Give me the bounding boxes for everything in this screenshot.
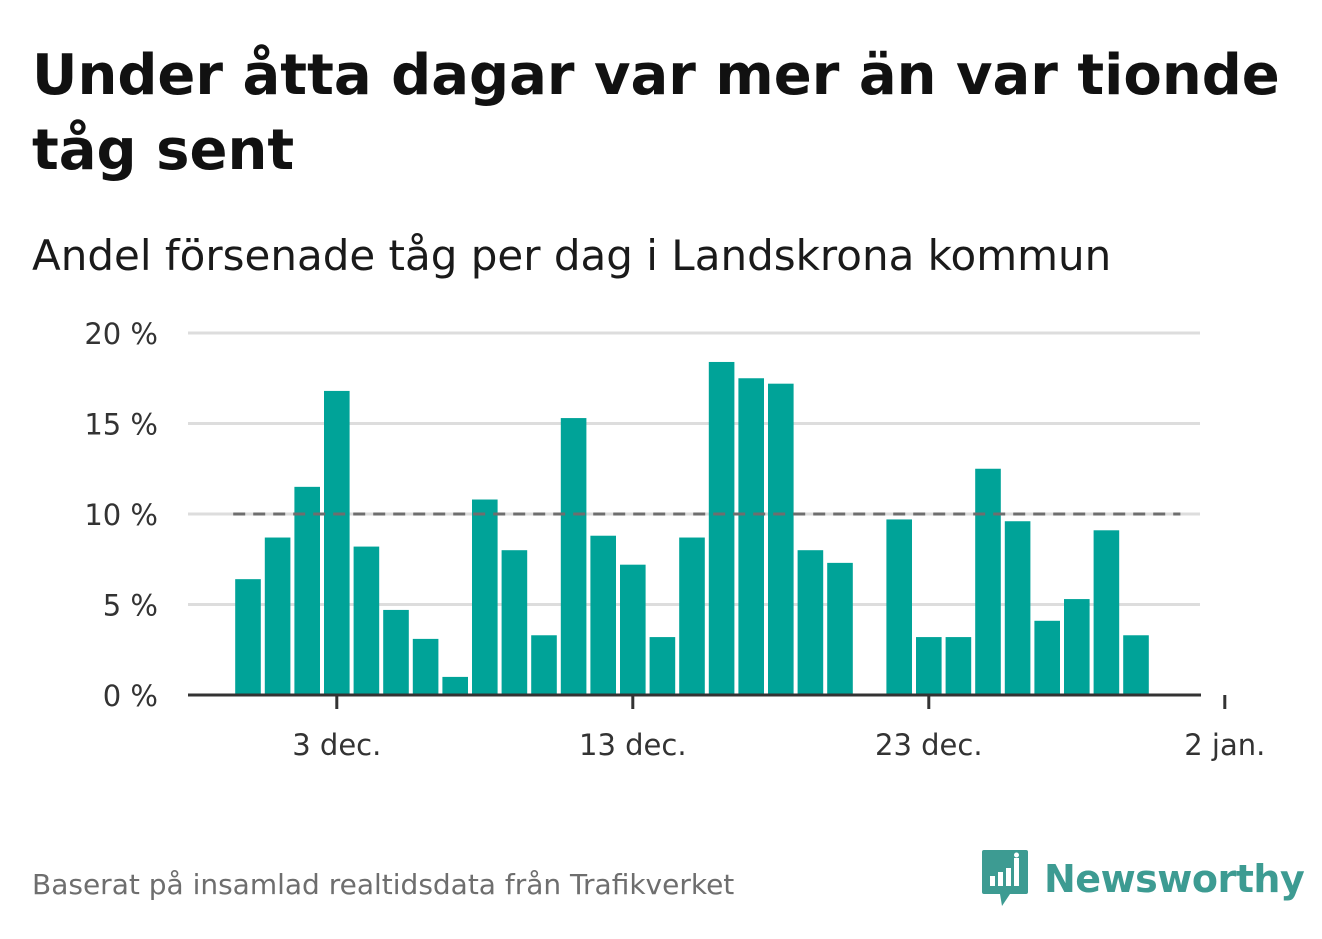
bar — [442, 676, 468, 695]
bar — [649, 637, 676, 695]
bar — [1034, 620, 1060, 695]
source-note: Baserat på insamlad realtidsdata från Tr… — [32, 868, 735, 901]
brand-logo: Newsworthy — [980, 848, 1305, 910]
bar — [501, 550, 528, 695]
x-tick-label: 2 jan. — [1184, 728, 1265, 762]
bar — [324, 390, 350, 695]
y-tick-label: 15 % — [84, 408, 158, 442]
bar — [560, 418, 587, 695]
bar — [1093, 530, 1120, 695]
y-tick-label: 5 % — [103, 589, 158, 623]
x-tick-label: 13 dec. — [579, 728, 687, 762]
chart-subtitle: Andel försenade tåg per dag i Landskrona… — [32, 231, 1112, 280]
bar — [797, 550, 824, 695]
bar — [353, 546, 380, 695]
bar — [383, 609, 409, 695]
bar — [768, 383, 794, 695]
x-tick-label: 3 dec. — [292, 728, 381, 762]
y-tick-label: 10 % — [84, 498, 158, 532]
y-tick-labels: 0 % 5 % 10 % 15 % 20 % — [84, 317, 158, 713]
bar — [679, 537, 705, 695]
bar — [590, 535, 616, 695]
bar — [1004, 521, 1031, 695]
bar-chart: 0 % 5 % 10 % 15 % 20 % 3 dec. 13 dec. 23 dec. 2… — [84, 317, 1265, 762]
brand-name: Newsworthy — [1044, 857, 1305, 901]
bars — [235, 361, 1149, 695]
newsworthy-logo-icon — [982, 850, 1028, 906]
bar — [472, 499, 498, 695]
y-tick-label: 20 % — [84, 317, 158, 351]
chart-title: Under åtta dagar var mer än var tionde t… — [32, 43, 1280, 183]
bar — [886, 519, 912, 695]
bar — [412, 638, 439, 695]
bar — [827, 562, 853, 695]
bar — [264, 537, 291, 695]
bar — [1064, 599, 1090, 695]
bar — [975, 468, 1001, 695]
x-tick-labels: 3 dec. 13 dec. 23 dec. 2 jan. — [292, 728, 1265, 762]
bar — [945, 637, 972, 695]
bar — [738, 378, 764, 695]
y-tick-label: 0 % — [103, 679, 158, 713]
x-axis — [188, 693, 1227, 709]
bar — [294, 486, 320, 695]
bar — [620, 564, 646, 695]
bar — [235, 579, 261, 695]
bar — [916, 637, 942, 695]
bar — [708, 361, 735, 695]
x-tick-label: 23 dec. — [875, 728, 983, 762]
bar — [531, 635, 557, 695]
bar — [1123, 635, 1149, 695]
